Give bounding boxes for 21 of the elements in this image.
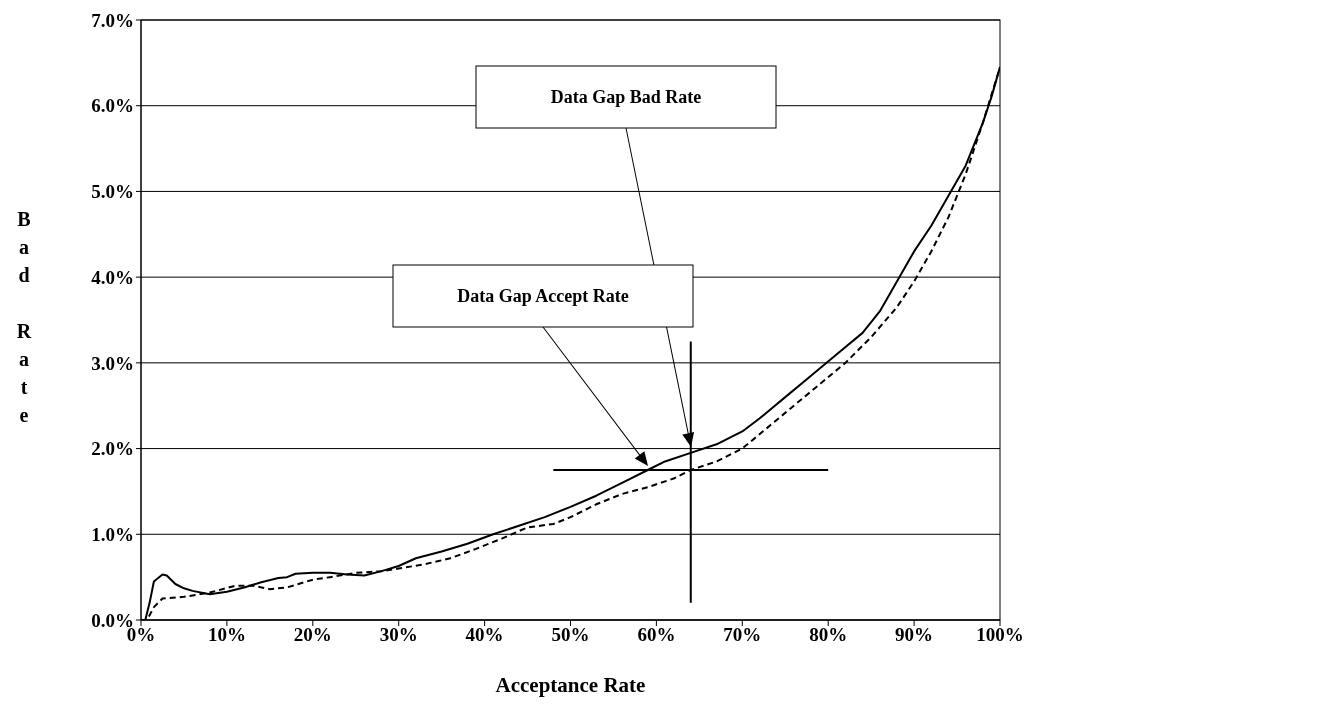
y-axis-title: Bad Rate (12, 208, 35, 432)
annotation: Data Gap Bad Rate (550, 87, 702, 107)
x-tick-label: 80% (809, 624, 848, 646)
y-tick-label: 5.0% (91, 181, 134, 203)
x-tick-label: 70% (723, 624, 762, 646)
x-tick-label: 40% (465, 624, 504, 646)
x-tick-label: 10% (207, 624, 246, 646)
y-tick-label: 7.0% (91, 9, 134, 31)
x-tick-label: 30% (379, 624, 418, 646)
y-tick-label: 3.0% (91, 352, 134, 374)
x-axis-title: Acceptance Rate (495, 673, 646, 697)
annotation: Data Gap Accept Rate (457, 286, 629, 306)
x-tick-label: 60% (637, 624, 676, 646)
x-tick-label: 20% (293, 624, 332, 646)
x-tick-label: 50% (551, 624, 590, 646)
y-tick-label: 2.0% (91, 438, 134, 460)
x-tick-label: 100% (976, 624, 1024, 646)
y-tick-label: 6.0% (91, 95, 134, 117)
y-tick-label: 4.0% (91, 266, 134, 288)
x-tick-label: 90% (895, 624, 934, 646)
y-tick-label: 1.0% (91, 524, 134, 546)
